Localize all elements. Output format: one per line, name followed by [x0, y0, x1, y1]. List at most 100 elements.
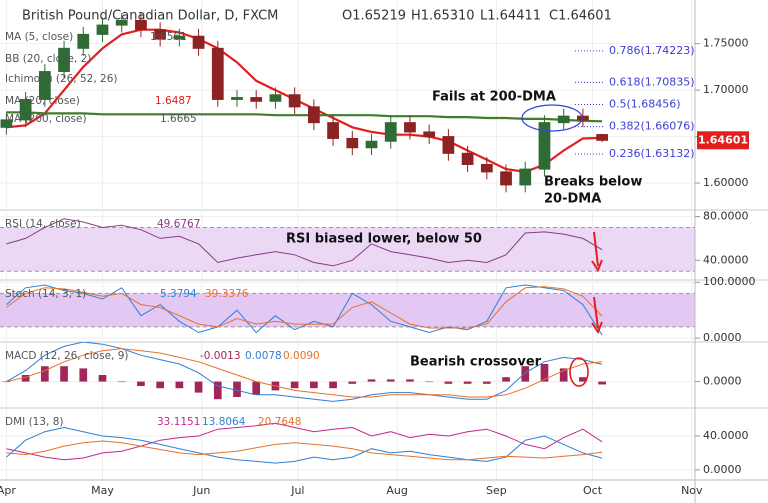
- series-line: [6, 440, 603, 461]
- candle-body: [19, 98, 32, 121]
- x-tick-label: May: [91, 484, 114, 497]
- indicator-value: 20.7648: [258, 416, 301, 428]
- y-tick-label: 80.0000: [703, 210, 749, 223]
- candle-body: [442, 136, 455, 154]
- x-tick-label: Sep: [486, 484, 507, 497]
- legend-label: MA (200, close): [5, 113, 87, 125]
- y-tick-label: 0.0000: [703, 463, 742, 476]
- ohlc-label: C1.64601: [549, 9, 612, 24]
- legend-value: 1.6487: [155, 95, 192, 107]
- histogram-bar: [482, 381, 491, 384]
- candle-body: [519, 168, 532, 186]
- down-arrow: [593, 296, 599, 329]
- x-tick-label: Jul: [290, 484, 304, 497]
- candle-body: [250, 97, 263, 102]
- pane: [0, 13, 609, 193]
- histogram-bar: [444, 381, 453, 384]
- down-arrow-head: [591, 259, 603, 273]
- fib-label: 0.618(1.70835): [609, 75, 695, 88]
- band: [0, 293, 695, 327]
- histogram-bar: [117, 381, 126, 383]
- indicator-value: 39.3376: [205, 288, 249, 300]
- histogram-bar: [175, 381, 184, 389]
- pane: [0, 218, 695, 272]
- overlay-layer: 0.786(1.74223) 0.618(1.70835) 0.5(1.68456)…: [5, 9, 695, 429]
- chart-title: British Pound/Canadian Dollar, D, FXCM: [22, 9, 278, 24]
- pane: [2, 342, 606, 402]
- candle-body: [211, 47, 224, 100]
- fib-label: 0.786(1.74223): [609, 44, 695, 57]
- indicator-value: 0.0090: [283, 350, 320, 362]
- annotation: Bearish crossover: [410, 355, 542, 370]
- x-tick-label: Nov: [681, 484, 703, 497]
- candle-body: [96, 24, 109, 35]
- legend-value: 1.6561: [150, 31, 187, 43]
- indicator-title: Stoch (14, 3, 1): [5, 288, 86, 300]
- fib-label: 0.5(1.68456): [609, 97, 681, 110]
- candle-body: [288, 94, 301, 108]
- candle-body: [538, 122, 551, 170]
- series-line: [6, 111, 603, 123]
- histogram-bar: [598, 381, 606, 385]
- histogram-bar: [463, 381, 472, 384]
- histogram-bar: [60, 366, 68, 382]
- histogram-bar: [252, 381, 261, 395]
- histogram-bar: [233, 381, 241, 397]
- candle-body: [577, 115, 589, 121]
- histogram-bar: [2, 381, 11, 383]
- x-tick-label: Aug: [386, 484, 407, 497]
- y-tick-label: 0.0000: [703, 331, 742, 344]
- y-tick-label: 40.0000: [703, 253, 749, 266]
- candle-body: [0, 119, 13, 128]
- indicator-title: MACD (12, 26, close, 9): [5, 350, 128, 362]
- histogram-bar: [213, 381, 222, 400]
- legend-label: MA (20, close): [5, 95, 80, 107]
- series-line: [6, 426, 603, 464]
- candle-body: [135, 19, 147, 31]
- candle-body: [154, 29, 167, 40]
- indicator-title: DMI (13, 8): [5, 416, 64, 428]
- ohlc-label: O1.65219: [342, 9, 406, 24]
- histogram-bar: [40, 366, 49, 382]
- x-tick-label: Oct: [583, 484, 603, 497]
- pane: [0, 284, 695, 336]
- crossover-ellipse: [569, 357, 589, 387]
- histogram-bar: [329, 381, 337, 389]
- series-line: [6, 28, 603, 174]
- fib-label: 0.236(1.63132): [609, 147, 695, 160]
- candle-body: [231, 97, 243, 100]
- band: [0, 227, 695, 272]
- x-tick-label: Apr: [0, 484, 16, 497]
- y-tick-label: 1.70000: [703, 83, 749, 96]
- histogram-bar: [194, 381, 203, 393]
- histogram-bar: [406, 379, 414, 382]
- candle-body: [365, 140, 378, 149]
- indicator-value: 5.3794: [160, 288, 197, 300]
- candle-body: [423, 131, 436, 138]
- candle-body: [346, 137, 359, 149]
- down-arrow-head: [591, 321, 603, 335]
- series-line: [6, 422, 603, 461]
- histogram-bar: [21, 375, 30, 382]
- histogram-bar: [137, 381, 145, 386]
- legend-value: 1.6665: [160, 113, 197, 125]
- candle-body: [38, 71, 51, 100]
- series-line: [6, 348, 603, 398]
- annotation: 20-DMA: [544, 192, 601, 207]
- annotation: Breaks below: [544, 175, 642, 190]
- y-tick-label: 1.75000: [703, 37, 749, 50]
- y-tick-label: 100.0000: [703, 275, 756, 288]
- candle-body: [404, 122, 416, 133]
- series-line: [6, 218, 603, 267]
- series-line: [6, 284, 603, 336]
- last-price-tag: [697, 131, 749, 150]
- highlight-ellipse: [521, 104, 583, 132]
- candle-body: [115, 19, 128, 26]
- candle-body: [173, 35, 186, 40]
- x-tick-label: Jun: [192, 484, 210, 497]
- histogram-bar: [98, 375, 107, 382]
- histogram-bar: [156, 381, 164, 389]
- histogram-bar: [502, 377, 510, 382]
- last-price-label: 1.64601: [698, 133, 748, 146]
